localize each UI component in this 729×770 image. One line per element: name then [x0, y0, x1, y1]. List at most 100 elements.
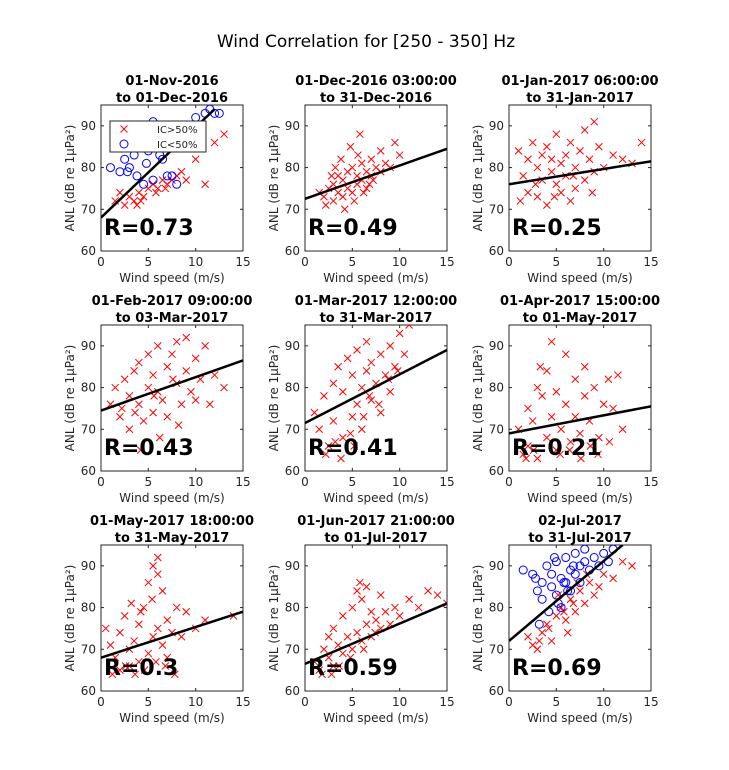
y-tick-label: 70	[81, 202, 96, 216]
data-point-x-marker	[153, 553, 162, 562]
y-axis-label: ANL (dB re 1µPa²)	[63, 345, 77, 452]
data-point-o-marker	[214, 108, 224, 118]
data-point-o-marker	[547, 582, 557, 592]
data-point-x-marker	[381, 607, 390, 616]
data-point-x-marker	[524, 188, 532, 197]
panel-subtitle: to 31-Jul-2017	[528, 531, 631, 546]
data-point-x-marker	[599, 570, 608, 579]
data-point-x-marker	[335, 662, 343, 670]
x-tick-label: 5	[553, 695, 561, 709]
data-point-x-marker	[348, 188, 357, 197]
data-point-x-marker	[552, 612, 561, 620]
data-point-x-marker	[318, 670, 326, 679]
data-point-x-marker	[618, 557, 627, 566]
y-tick-label: 60	[81, 244, 96, 258]
data-point-x-marker	[327, 172, 336, 180]
x-tick-label: 10	[596, 475, 611, 489]
data-point-x-marker	[161, 184, 170, 193]
data-point-x-marker	[557, 159, 565, 168]
panel-subtitle: to 31-Dec-2016	[320, 91, 432, 106]
data-point-x-marker	[172, 603, 181, 612]
data-point-x-marker	[524, 632, 532, 641]
data-point-x-marker	[362, 367, 371, 375]
data-point-x-marker	[566, 595, 575, 604]
data-point-x-marker	[117, 404, 126, 413]
panel-title: 01-Mar-2017 12:00:00	[295, 294, 457, 309]
x-tick-label: 5	[349, 255, 357, 269]
y-tick-label: 80	[489, 161, 504, 175]
data-point-x-marker	[329, 180, 338, 189]
x-tick-label: 10	[188, 255, 203, 269]
x-tick-label: 0	[505, 475, 513, 489]
data-point-x-marker	[531, 180, 540, 189]
data-point-x-marker	[321, 201, 330, 209]
y-axis-label: ANL (dB re 1µPa²)	[63, 565, 77, 672]
x-tick-label: 5	[553, 475, 561, 489]
data-point-o-marker	[531, 573, 541, 583]
data-point-o-marker	[534, 619, 544, 629]
r-value-label: R=0.21	[512, 436, 602, 461]
plot-area	[101, 333, 243, 454]
data-point-x-marker	[350, 197, 359, 205]
data-point-o-marker	[132, 171, 142, 181]
y-tick-label: 60	[489, 244, 504, 258]
data-point-x-marker	[561, 616, 570, 624]
data-point-x-marker	[153, 624, 162, 633]
data-point-x-marker	[519, 450, 528, 459]
data-point-x-marker	[353, 628, 361, 637]
data-point-o-marker	[599, 548, 609, 558]
data-point-o-marker	[570, 548, 580, 558]
data-point-x-marker	[560, 607, 568, 616]
data-point-x-marker	[595, 433, 603, 442]
panel-title: 01-Dec-2016 03:00:00	[295, 74, 457, 89]
r-value-label: R=0.25	[512, 216, 602, 241]
y-tick-label: 60	[285, 244, 300, 258]
data-point-o-marker	[537, 578, 547, 588]
data-point-x-marker	[339, 387, 347, 396]
data-point-x-marker	[395, 329, 404, 338]
x-tick-label: 10	[392, 475, 407, 489]
data-point-x-marker	[191, 155, 200, 164]
data-point-x-marker	[163, 616, 172, 624]
x-tick-label: 0	[505, 255, 513, 269]
data-point-o-marker	[551, 590, 561, 600]
chart-panel-4: 0 5 10 15 60 70 80 90 Wind speed (m/s) ANL (dB re…	[63, 294, 252, 505]
data-point-x-marker	[433, 591, 442, 599]
data-point-o-marker	[561, 553, 571, 563]
chart-panel-5: 0 5 10 15 60 70 80 90 Wind speed (m/s) ANL (dB re…	[267, 294, 457, 505]
axes-box	[508, 104, 652, 252]
data-point-x-marker	[191, 396, 200, 404]
data-point-x-marker	[348, 645, 357, 654]
panel-subtitle: to 01-Dec-2016	[116, 91, 228, 106]
y-tick-label: 80	[81, 381, 96, 395]
data-point-x-marker	[614, 371, 622, 379]
data-point-x-marker	[580, 176, 589, 184]
data-point-x-marker	[130, 637, 138, 645]
y-tick-label: 70	[489, 202, 504, 216]
data-point-x-marker	[405, 595, 413, 604]
data-point-x-marker	[353, 400, 361, 409]
data-point-x-marker	[609, 574, 617, 583]
y-axis-label: ANL (dB re 1µPa²)	[63, 125, 77, 232]
r-value-label: R=0.49	[308, 216, 398, 241]
x-tick-label: 0	[97, 695, 105, 709]
x-tick-label: 15	[235, 475, 250, 489]
data-point-x-marker	[543, 367, 551, 375]
data-point-x-marker	[177, 167, 186, 176]
data-point-x-marker	[120, 201, 129, 209]
x-tick-label: 10	[596, 695, 611, 709]
data-point-o-marker	[172, 179, 182, 189]
data-point-x-marker	[310, 408, 319, 417]
data-point-x-marker	[174, 421, 183, 429]
data-point-x-marker	[557, 425, 565, 434]
data-point-x-marker	[594, 450, 602, 459]
data-point-o-marker	[580, 545, 590, 554]
axes-box	[508, 324, 652, 472]
data-point-x-marker	[163, 412, 172, 421]
x-tick-label: 5	[145, 695, 153, 709]
data-point-x-marker	[395, 151, 404, 159]
y-tick-label: 70	[285, 202, 300, 216]
data-point-x-marker	[163, 653, 172, 662]
y-tick-label: 80	[81, 601, 96, 615]
data-point-o-marker	[580, 557, 590, 567]
